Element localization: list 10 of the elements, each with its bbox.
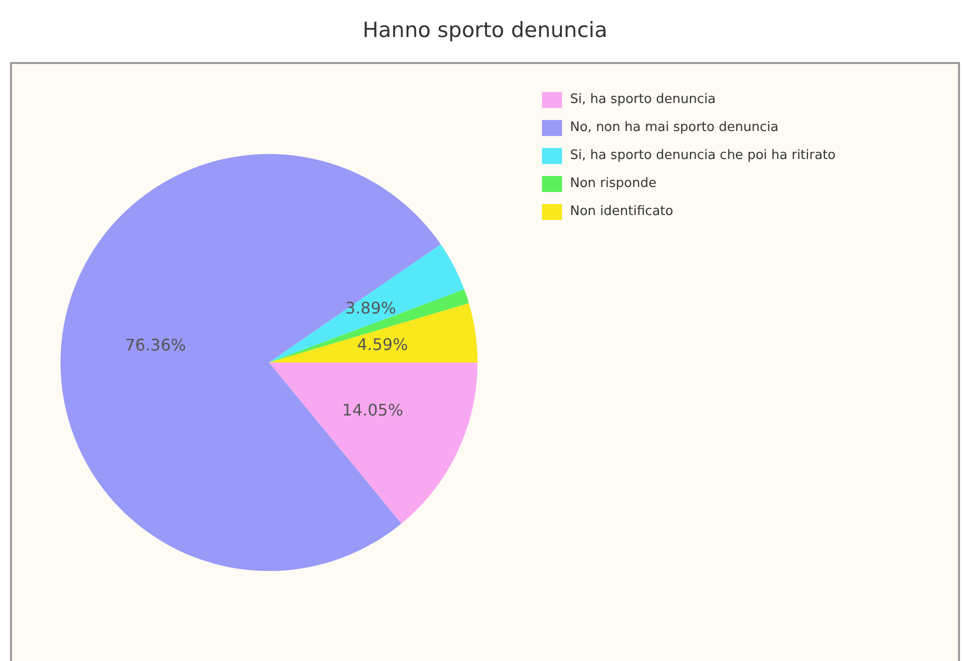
legend-label: No, non ha mai sporto denuncia xyxy=(570,120,778,135)
chart-title: Hanno sporto denuncia xyxy=(362,18,608,42)
legend-label: Si, ha sporto denuncia xyxy=(570,92,716,107)
data-label: 3.89% xyxy=(345,298,396,318)
data-label: 4.59% xyxy=(357,335,408,354)
legend-label: Non risponde xyxy=(570,176,656,191)
legend-label: Si, ha sporto denuncia che poi ha ritirato xyxy=(570,148,836,163)
data-label: 76.36% xyxy=(124,336,186,355)
data-label: 14.05% xyxy=(342,400,404,420)
legend-label: Non identificato xyxy=(570,204,674,219)
